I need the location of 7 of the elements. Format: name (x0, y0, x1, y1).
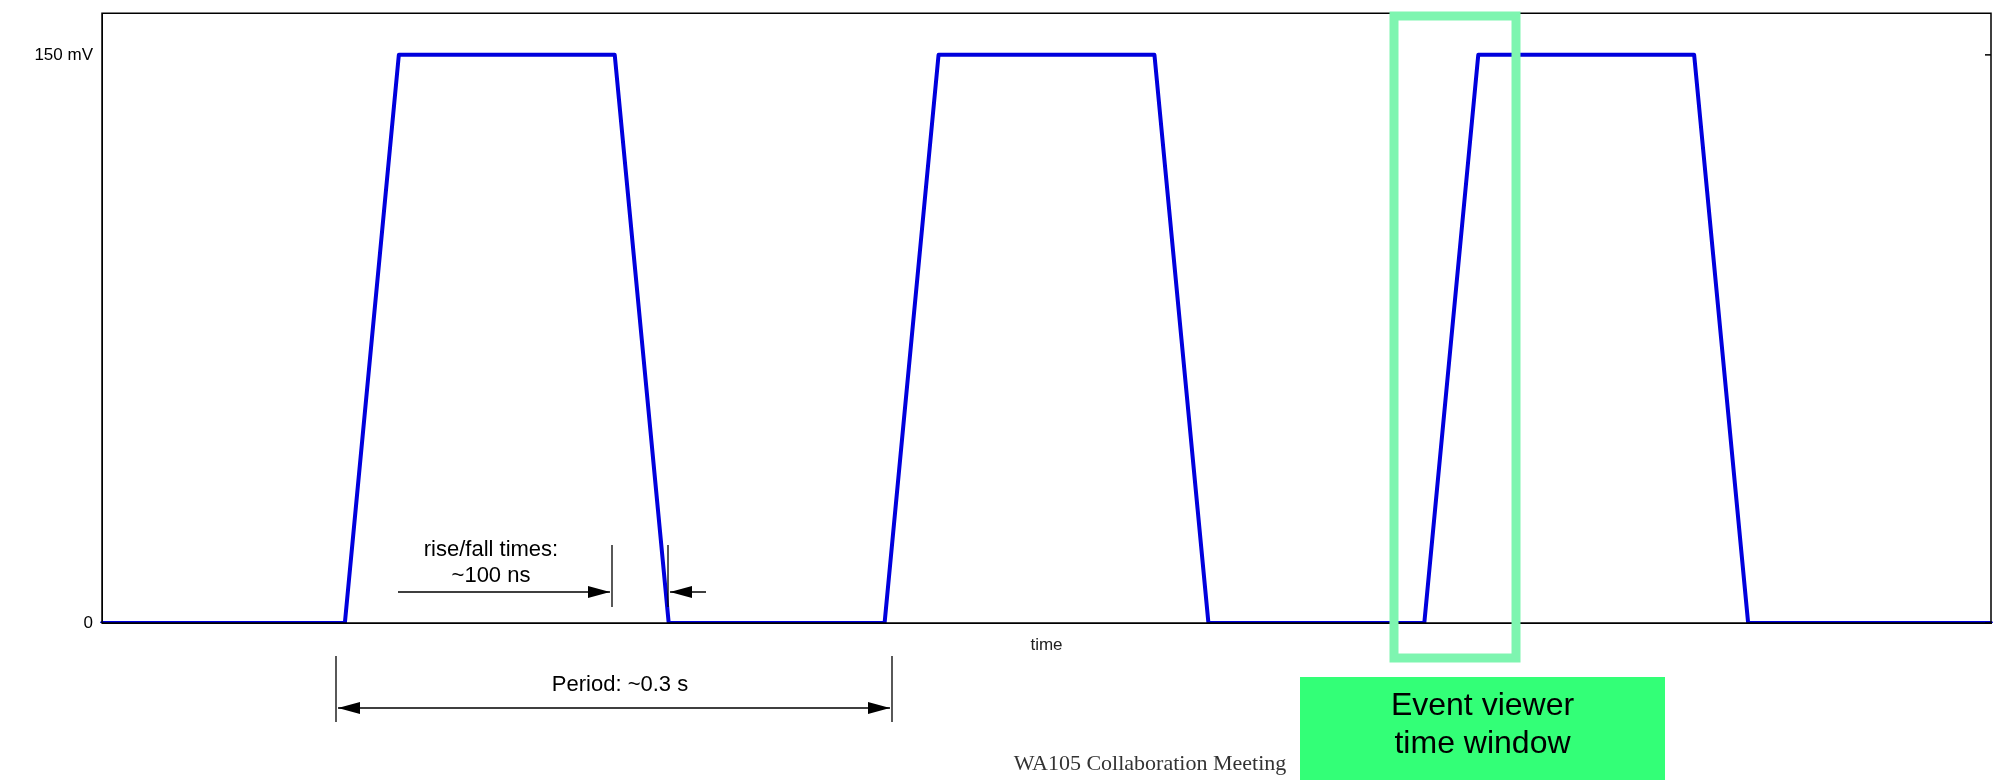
annotation: rise/fall times: ~100 ns (422, 536, 560, 589)
text: Period: ~0.3 s (550, 671, 690, 698)
x-axis-title: time (1030, 635, 1063, 655)
y-tick-label: 0 (83, 612, 93, 632)
y-tick-label: 150 mV (34, 44, 94, 64)
text: Event viewer time window (1300, 677, 1665, 780)
text: WA105 Collaboration Meeting (1013, 750, 1287, 775)
